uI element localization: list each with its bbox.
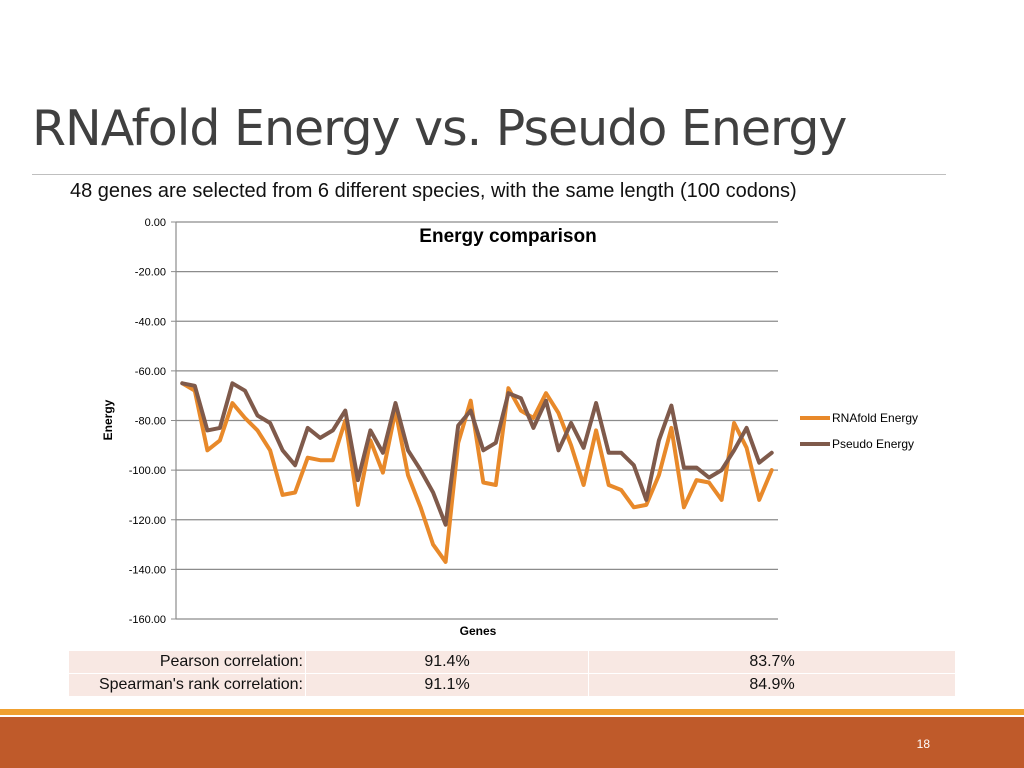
- y-tick-label: -120.00: [129, 515, 166, 527]
- y-tick-label: -80.00: [135, 416, 166, 428]
- page-number: 18: [916, 737, 930, 751]
- y-tick-label: -40.00: [135, 316, 166, 328]
- table-cell: 83.7%: [588, 650, 956, 674]
- y-tick-label: -100.00: [129, 465, 166, 477]
- footer-bar: [0, 717, 1024, 768]
- slide-subtitle: 48 genes are selected from 6 different s…: [70, 180, 797, 202]
- footer-accent-strip: [0, 709, 1024, 715]
- row-label: Spearman's rank correlation:: [68, 673, 306, 697]
- y-tick-label: -60.00: [135, 366, 166, 378]
- title-divider: [32, 174, 946, 175]
- y-tick-label: -160.00: [129, 614, 166, 626]
- row-label: Pearson correlation:: [68, 650, 306, 674]
- chart-title: Energy comparison: [419, 226, 596, 247]
- series-line-pseudo-energy: [180, 381, 774, 527]
- y-tick-label: -20.00: [135, 267, 166, 279]
- x-axis-label: Genes: [460, 624, 497, 638]
- energy-comparison-chart: Energy comparison 0.00 -20.00 -40.00 -60.00…: [101, 217, 918, 638]
- legend-label: Pseudo Energy: [832, 437, 914, 451]
- y-tick-label: -140.00: [129, 564, 166, 576]
- y-axis-label: Energy: [101, 399, 115, 440]
- table-row: Pearson correlation: 91.4% 83.7%: [68, 650, 956, 674]
- table-row: Spearman's rank correlation: 91.1% 84.9%: [68, 673, 956, 697]
- slide-title: RNAfold Energy vs. Pseudo Energy: [32, 100, 847, 157]
- table-cell: 91.4%: [305, 650, 589, 674]
- y-tick-label: 0.00: [145, 217, 166, 229]
- table-cell: 84.9%: [588, 673, 956, 697]
- series-line-rnafold-energy: [180, 381, 774, 564]
- legend-label: RNAfold Energy: [832, 411, 918, 425]
- correlation-table: Pearson correlation: 91.4% 83.7% Spearma…: [68, 650, 956, 697]
- table-cell: 91.1%: [305, 673, 589, 697]
